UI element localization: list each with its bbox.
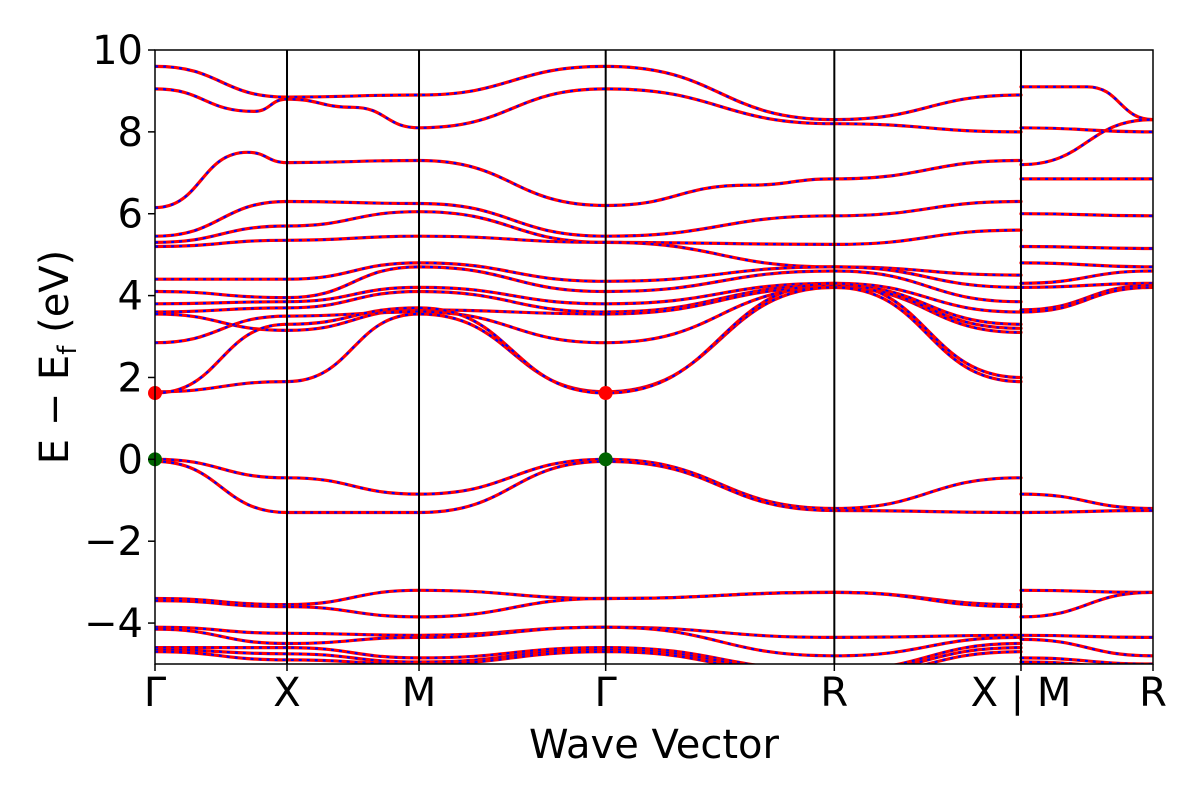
band-line-dashed [155,261,1022,289]
band-27 [1019,492,1153,511]
band-25 [155,281,1023,395]
y-axis-title-unit: (eV) [32,250,78,346]
x-tick-label: X [273,670,300,716]
x-tick-label: X | M [971,670,1072,716]
band-line-solid [1019,285,1153,314]
band-12 [1019,244,1153,251]
band-line-dashed [155,650,1022,664]
band-line-dashed [155,282,1022,314]
x-tick-label: R [1139,670,1167,716]
x-axis-title: Wave Vector [529,722,780,768]
band-line-dashed [155,200,1022,238]
band-29 [1019,508,1153,515]
y-tick-label: −4 [84,601,143,647]
band-9 [155,210,1023,247]
x-tick-label: M [402,670,437,716]
y-tick-label: 4 [118,274,143,320]
extrema-markers-layer [148,386,613,467]
band-36 [155,625,1023,658]
y-axis-title-subscript: f [53,345,83,355]
y-tick-label: 2 [118,355,143,401]
kpoint-lines-layer [286,50,1022,664]
band-33 [1019,590,1153,619]
x-tick-label: Γ [144,670,167,716]
band-14 [1019,261,1153,269]
band-line-dashed [1020,118,1153,166]
y-tick-label: −2 [84,519,143,565]
band-41 [1019,660,1094,664]
y-ticks-layer: −4 −2 0 2 4 6 8 10 [84,28,155,647]
band-line-dashed [1020,269,1153,285]
band-line-dashed [155,642,1022,664]
band-line-dashed [1020,638,1153,657]
band-line-dashed [1020,634,1153,639]
band-line-dashed [1020,212,1153,217]
band-line-solid [1019,590,1153,619]
x-tick-label: R [820,670,848,716]
band-line-dashed [155,646,1022,664]
band-line-dashed [155,626,1022,657]
plot-background [155,50,1153,664]
band-line-dashed [155,460,1022,514]
band-line-dashed [155,626,1022,639]
band-6 [1019,118,1153,167]
band-line-dashed [155,265,1022,303]
band-line-dashed [1020,493,1153,510]
band-26 [155,457,1023,511]
band-line-solid [1019,283,1153,312]
y-axis-title-main: E − E [32,355,78,465]
band-extremum-marker [598,452,613,467]
band-line-dashed [1020,245,1153,250]
band-10 [1019,212,1153,218]
band-line-dashed [1020,261,1153,268]
band-22 [1019,285,1153,314]
x-ticks-layer: Γ X M Γ R X | M R [144,664,1167,716]
band-line-dashed [1020,282,1153,289]
band-extremum-marker [598,386,613,401]
band-line-dashed [155,65,1022,121]
y-tick-label: 0 [118,437,143,483]
band-16 [1019,269,1153,285]
band-line-solid [1019,660,1094,664]
y-tick-label: 6 [118,192,143,238]
y-tick-label: 8 [118,110,143,156]
y-tick-label: 10 [92,28,143,74]
band-line-dashed [155,286,1022,393]
band-line-dashed [155,282,1022,395]
band-line-dashed [155,458,1022,510]
band-line-dashed [155,87,1022,133]
band-4 [1019,126,1153,134]
x-tick-label: Γ [595,670,618,716]
band-20 [1019,283,1153,312]
band-35 [1019,633,1153,639]
band-line-dashed [1020,126,1153,133]
band-line-dashed [1021,85,1153,121]
band-line-dashed [155,286,1022,334]
y-axis-title: E − Ef (eV) [32,250,83,465]
band-37 [1019,637,1153,658]
band-line-dashed [155,210,1022,246]
band-18 [1019,281,1153,289]
band-line-dashed [1020,509,1153,514]
band-7 [155,199,1023,238]
plot-frame [154,49,1154,665]
band-1 [155,64,1023,122]
band-28 [155,459,1023,515]
band-line-dashed [155,591,1022,619]
band-2 [1019,85,1153,122]
